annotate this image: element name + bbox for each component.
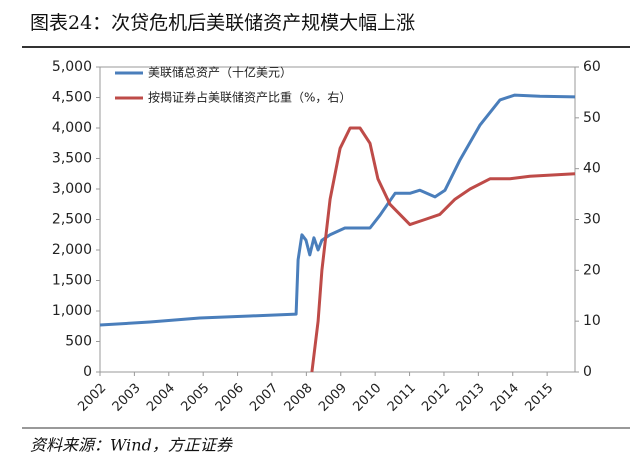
y-tick-label: 4,000 xyxy=(52,120,92,136)
series-line xyxy=(99,93,576,327)
y-tick-label: 4,500 xyxy=(52,90,92,106)
y2-tick-label: 0 xyxy=(583,364,592,380)
y-tick-label: 2,000 xyxy=(52,242,92,258)
x-tick-label: 2015 xyxy=(522,381,556,415)
plot-frame xyxy=(99,66,576,373)
legend-label: 美联储总资产（十亿美元） xyxy=(148,65,292,80)
x-tick-label: 2010 xyxy=(350,381,384,415)
x-tick-label: 2013 xyxy=(454,381,488,415)
x-tick-label: 2005 xyxy=(178,381,212,415)
y2-tick-label: 60 xyxy=(583,59,601,75)
y2-tick-label: 10 xyxy=(583,313,601,329)
y-tick-label: 1,000 xyxy=(52,303,92,319)
series-line xyxy=(310,126,576,373)
x-tick-label: 2002 xyxy=(75,381,109,415)
y2-tick-label: 40 xyxy=(583,161,601,177)
x-tick-label: 2003 xyxy=(110,381,144,415)
y-tick-label: 0 xyxy=(83,364,92,380)
x-tick-label: 2012 xyxy=(419,381,453,415)
y-tick-label: 2,500 xyxy=(52,212,92,228)
y-tick-label: 5,000 xyxy=(52,59,92,75)
x-tick-label: 2014 xyxy=(488,381,522,415)
y-tick-label: 500 xyxy=(65,334,92,350)
chart-title: 图表24：次贷危机后美联储资产规模大幅上涨 xyxy=(30,12,415,34)
x-tick-label: 2007 xyxy=(247,381,281,415)
y-tick-label: 1,500 xyxy=(52,273,92,289)
x-tick-label: 2004 xyxy=(144,381,178,415)
y2-tick-label: 20 xyxy=(583,262,601,278)
legend-label: 按揭证券占美联储资产比重（%，右） xyxy=(148,90,351,105)
x-tick-label: 2006 xyxy=(213,381,247,415)
x-tick-label: 2009 xyxy=(316,381,350,415)
y-tick-label: 3,500 xyxy=(52,151,92,167)
x-tick-label: 2008 xyxy=(282,381,316,415)
y2-tick-label: 30 xyxy=(583,212,601,228)
x-tick-label: 2011 xyxy=(385,381,419,415)
y2-tick-label: 50 xyxy=(583,110,601,126)
source: 资料来源：Wind，方正证券 xyxy=(30,436,234,455)
y-tick-label: 3,000 xyxy=(52,181,92,197)
